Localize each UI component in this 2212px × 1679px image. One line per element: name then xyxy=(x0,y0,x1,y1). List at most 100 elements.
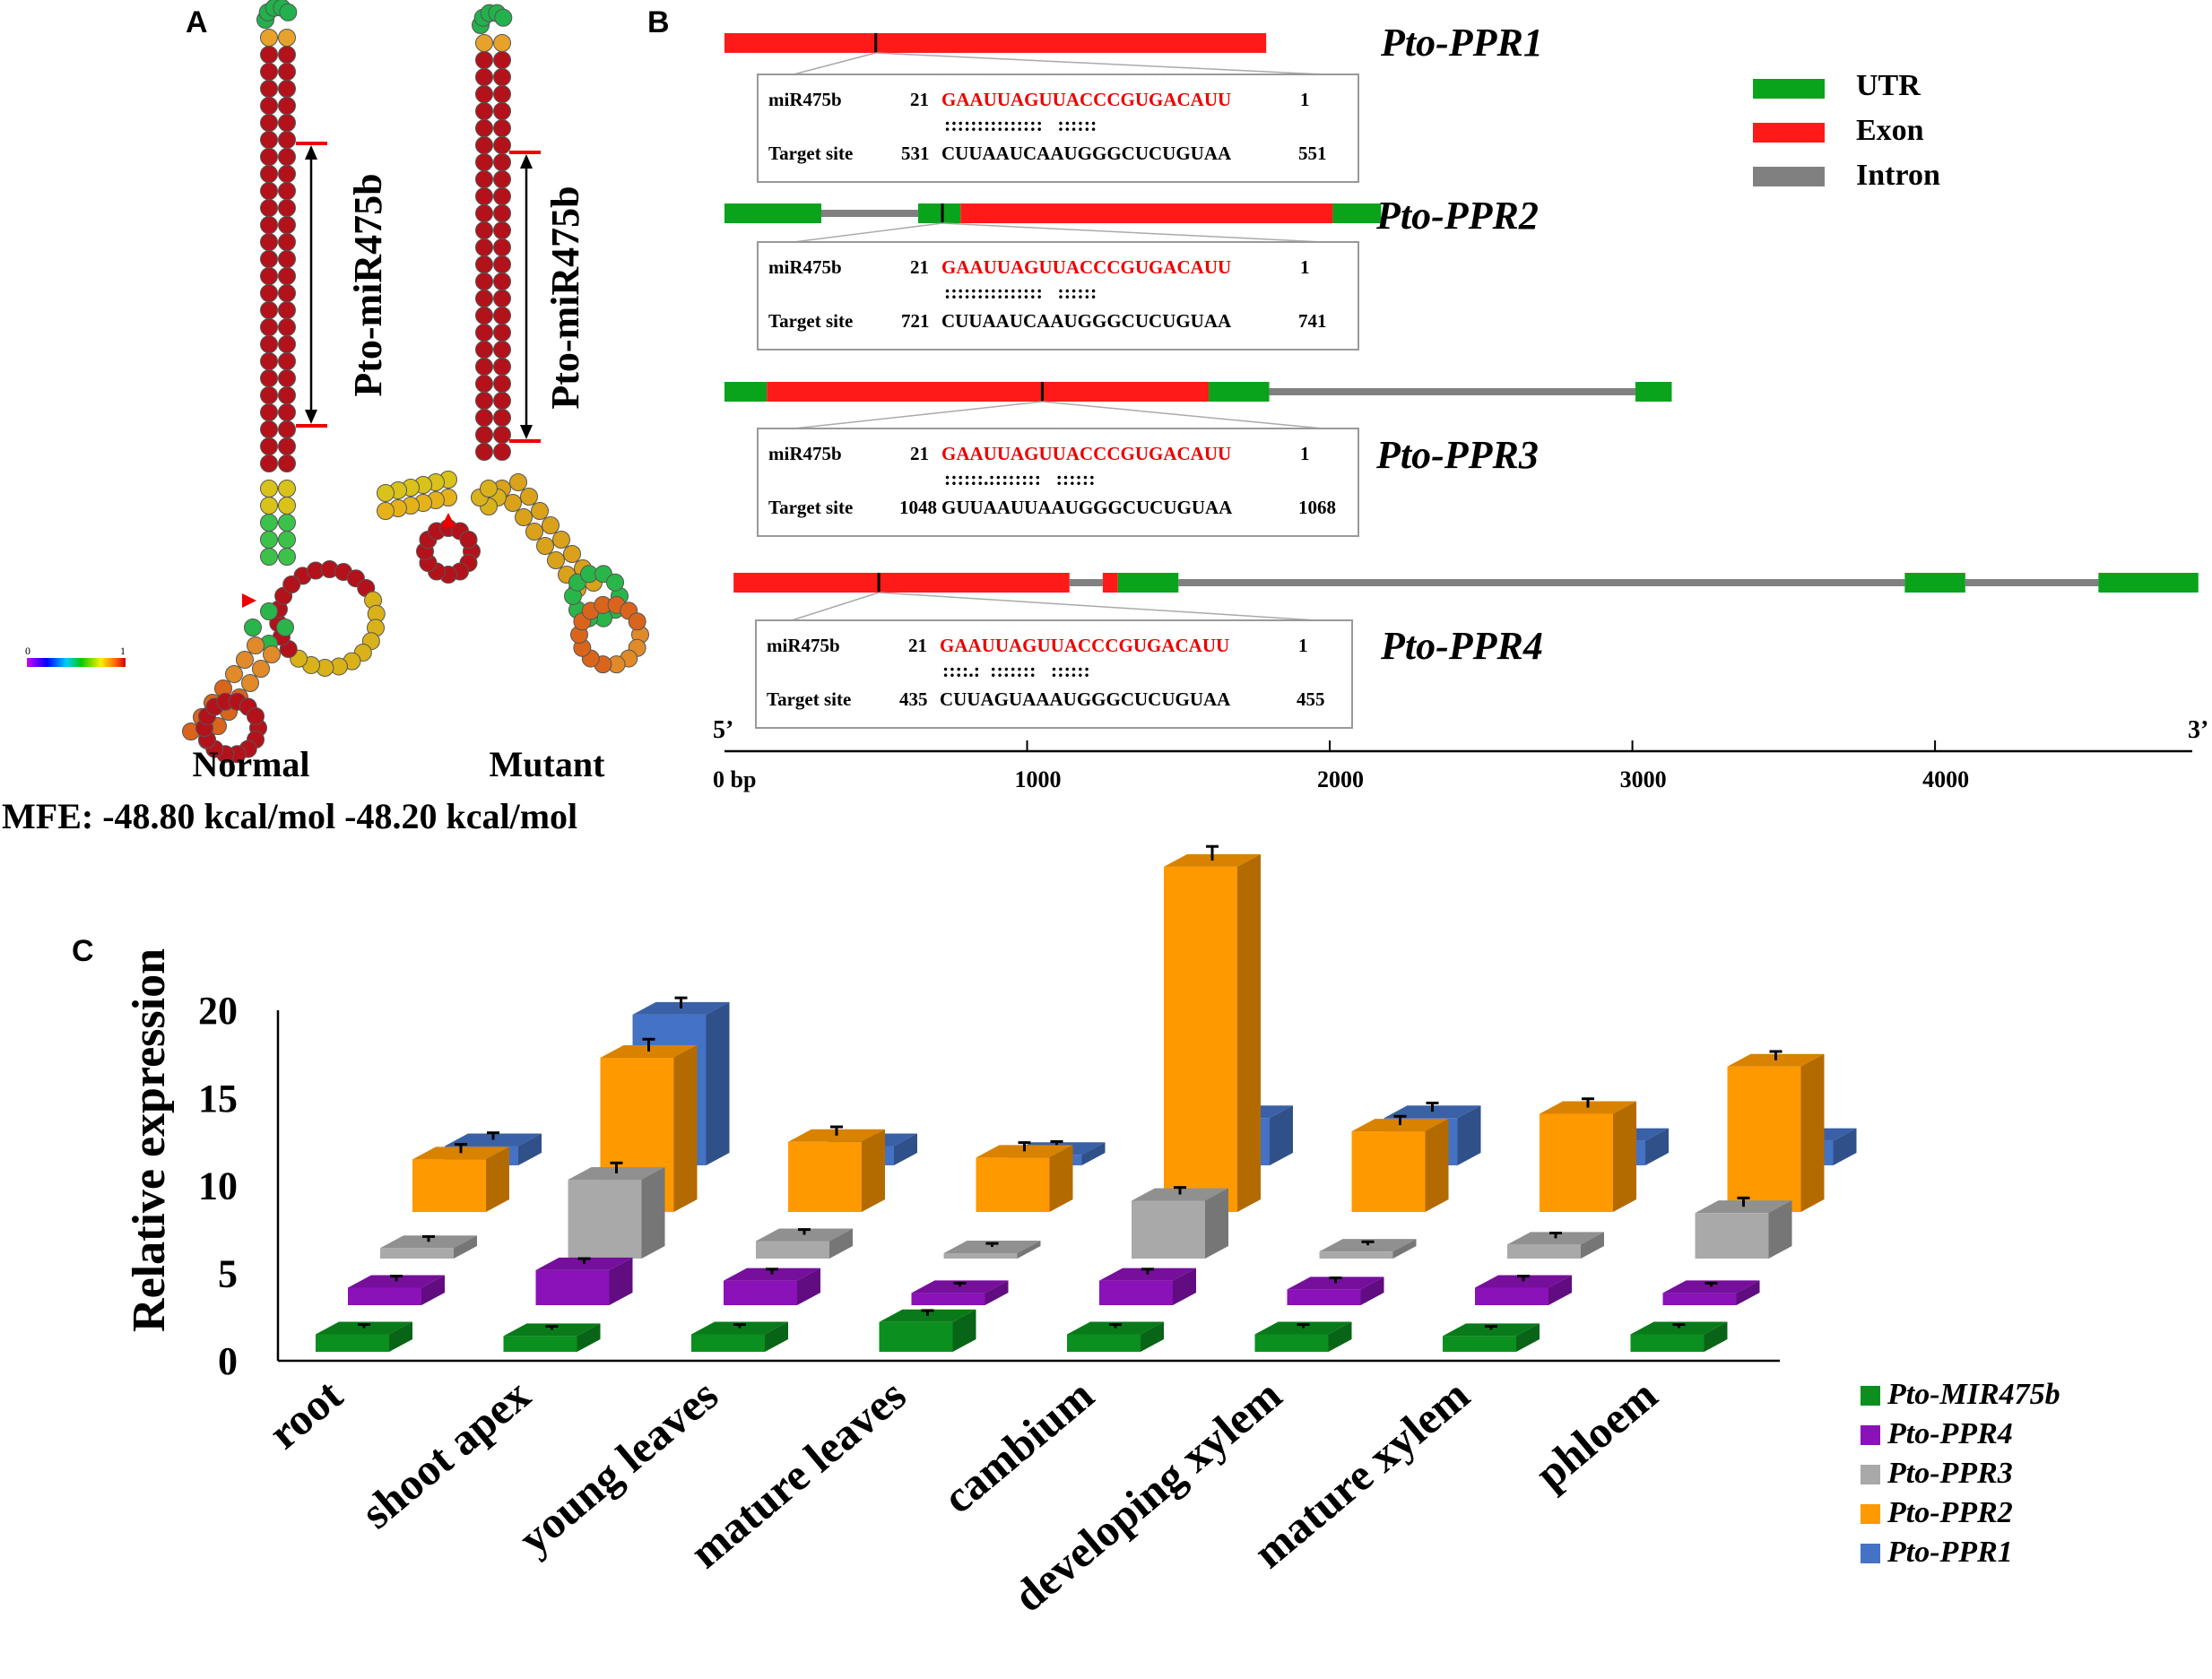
nucleotide xyxy=(475,443,493,461)
mir-label: miR475b xyxy=(768,256,842,278)
bar-side xyxy=(389,1321,412,1352)
nucleotide xyxy=(475,85,493,103)
mir-row: miR475b 21 GAAUUAGUUACCCGUGACAUU 1 xyxy=(768,443,1310,464)
legend-exon: Exon xyxy=(1856,114,1924,147)
nucleotide xyxy=(475,426,493,444)
nucleotide xyxy=(475,34,493,52)
nucleotide xyxy=(247,706,265,725)
rna-structures xyxy=(182,0,649,764)
bar-side xyxy=(421,1275,445,1305)
panel-b-letter: B xyxy=(647,5,670,39)
legend-label: Pto-PPR4 xyxy=(1887,1417,2013,1450)
bar-front xyxy=(316,1334,389,1352)
bar-side xyxy=(1173,1268,1196,1305)
nucleotide xyxy=(260,480,278,498)
bar-pto-ppr2-developing-xylem xyxy=(1351,1114,1449,1212)
nucleotide xyxy=(278,437,296,455)
bar-side xyxy=(609,1257,633,1305)
bar-pto-ppr3-root xyxy=(380,1234,477,1259)
target-end: 1068 xyxy=(1298,497,1336,518)
bar-front xyxy=(691,1334,765,1352)
bar-side xyxy=(894,1133,917,1165)
x-tick-label: shoot apex xyxy=(351,1370,539,1538)
bar-front xyxy=(879,1321,953,1352)
y-ticks: 0 5 10 15 20 xyxy=(198,989,238,1383)
scale-min: 0 xyxy=(25,645,30,657)
alignment-box xyxy=(755,619,1353,729)
gene-pto-ppr4: miR475b 21 GAAUUAGUUACCCGUGACAUU 1::::.: ::… xyxy=(733,573,2199,729)
nucleotide xyxy=(475,341,493,359)
bar-front xyxy=(1540,1113,1613,1212)
legend-label: Pto-PPR1 xyxy=(1887,1536,2013,1569)
nucleotide xyxy=(493,119,511,137)
legend-intron-swatch xyxy=(1753,167,1825,186)
nucleotide xyxy=(278,216,296,234)
utr-segment xyxy=(1117,573,1179,593)
mir-end: 1 xyxy=(1300,89,1310,110)
five-prime: 5’ xyxy=(713,716,733,744)
bar-front xyxy=(1132,1200,1205,1259)
bar-side xyxy=(1704,1321,1728,1352)
nucleotide xyxy=(475,409,493,427)
match-row: ::::::::::::::: :::::: xyxy=(944,281,1097,303)
bars xyxy=(316,844,1857,1352)
nucleotide xyxy=(547,551,565,569)
nucleotide xyxy=(377,502,395,520)
panel-a-letter: A xyxy=(186,5,208,39)
bar-pto-ppr3-young-leaves xyxy=(756,1228,853,1259)
bar-front xyxy=(1475,1287,1548,1305)
chart-legend: Pto-MIR475b Pto-PPR4 Pto-PPR3 Pto-PPR2 Pto-P… xyxy=(1861,1378,2060,1569)
mir-label: miR475b xyxy=(768,89,842,110)
legend-utr-swatch xyxy=(1753,79,1825,99)
bar-side xyxy=(486,1147,509,1212)
nucleotide xyxy=(475,392,493,410)
nucleotide xyxy=(278,497,296,515)
mir-label-normal: Pto-miR475b xyxy=(346,173,390,396)
bar-side xyxy=(641,1167,665,1259)
bar-pto-ppr4-mature-xylem xyxy=(1475,1275,1572,1305)
mir-row: miR475b 21 GAAUUAGUUACCCGUGACAUU 1 xyxy=(767,635,1308,656)
nucleotide xyxy=(475,170,493,188)
nucleotide xyxy=(493,34,511,52)
bar-front xyxy=(1164,866,1237,1212)
mir-label-mutant: Pto-miR475b xyxy=(543,186,587,409)
target-row: Target site 1048 GUUAAUUAAUGGGCUCUGUAA 1068 xyxy=(768,497,1336,518)
x-tick-label: cambium xyxy=(933,1370,1103,1523)
nucleotide xyxy=(278,131,296,149)
nucleotide xyxy=(282,576,301,594)
mir-seq: GAAUUAGUUACCCGUGACAUU xyxy=(941,256,1231,278)
bar-front xyxy=(1254,1334,1329,1352)
nucleotide xyxy=(260,284,278,302)
utr-segment xyxy=(1332,203,1382,223)
legend-swatch xyxy=(1861,1544,1880,1563)
intron-segment xyxy=(1178,579,1905,586)
bar-pto-ppr4-developing-xylem xyxy=(1287,1277,1384,1305)
nucleotide xyxy=(475,204,493,222)
gene-name: Pto-PPR3 xyxy=(1375,433,1539,477)
nucleotide xyxy=(493,443,511,461)
mutation-arrow-normal xyxy=(242,593,256,608)
bar-pto-ppr3-shoot-apex xyxy=(568,1161,665,1259)
three-prime: 3’ xyxy=(2188,716,2208,744)
bar-side xyxy=(577,1323,601,1352)
gene-pto-ppr1: miR475b 21 GAAUUAGUUACCCGUGACAUU 1:::::::::… xyxy=(724,21,1543,183)
bar-side xyxy=(1425,1119,1449,1212)
target-label: Target site xyxy=(768,143,853,164)
bar-pto-mir475b-developing-xylem xyxy=(1254,1321,1352,1352)
y-tick-label: 20 xyxy=(198,989,238,1033)
y-tick-label: 5 xyxy=(218,1251,238,1295)
bar-front xyxy=(412,1159,486,1212)
bar-side xyxy=(829,1228,853,1259)
nucleotide xyxy=(260,131,278,149)
nucleotide xyxy=(493,170,511,188)
bar-pto-ppr4-phloem xyxy=(1662,1280,1760,1305)
bar-pto-ppr4-root xyxy=(348,1275,445,1305)
nucleotide xyxy=(493,153,511,171)
nucleotide xyxy=(475,187,493,205)
utr-segment xyxy=(724,203,822,223)
target-start: 435 xyxy=(899,688,928,710)
nucleotide xyxy=(493,290,511,307)
nucleotide xyxy=(475,273,493,290)
target-start: 721 xyxy=(901,310,930,332)
